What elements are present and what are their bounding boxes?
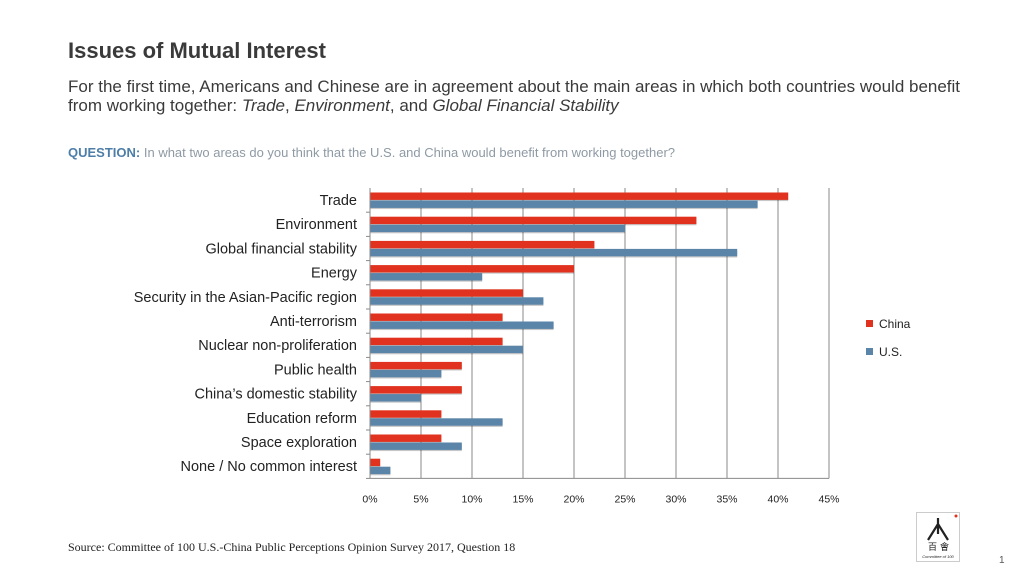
svg-text:Committee of 100: Committee of 100 xyxy=(922,554,954,559)
bar-chart: 0% 5% 10% 15% 20% 25% 30% 35% 40% 45% Trade Environ… xyxy=(134,188,911,505)
x-tick-label: 15% xyxy=(512,493,533,505)
svg-text:百: 百 xyxy=(928,542,937,552)
category-label: Security in the Asian-Pacific region xyxy=(134,290,357,306)
bar-us xyxy=(370,394,421,402)
x-tick-label: 40% xyxy=(767,493,788,505)
x-tick-label: 5% xyxy=(413,493,428,505)
source-note: Source: Committee of 100 U.S.-China Publ… xyxy=(68,540,516,554)
x-tick-label: 30% xyxy=(665,493,686,505)
bar-us xyxy=(370,273,483,281)
bar-us xyxy=(370,248,738,257)
legend-swatch-us xyxy=(866,348,873,355)
category-label: China’s domestic stability xyxy=(194,387,357,403)
legend-swatch-china xyxy=(866,320,873,327)
category-label: None / No common interest xyxy=(181,459,358,475)
bar-china xyxy=(370,289,523,297)
legend-label: U.S. xyxy=(879,345,902,359)
category-label: Space exploration xyxy=(241,435,357,451)
category-label: Energy xyxy=(311,266,358,282)
bar-us xyxy=(370,466,391,475)
category-label: Public health xyxy=(274,362,357,378)
question: QUESTION: In what two areas do you think… xyxy=(68,145,675,160)
bar-china xyxy=(370,434,442,442)
legend-label: China xyxy=(879,317,911,331)
page-subtitle: For the first time, Americans and Chines… xyxy=(68,77,988,115)
bar-china xyxy=(370,216,697,225)
subtitle-text: For the first time, Americans and Chines… xyxy=(68,77,961,115)
bar-china xyxy=(370,265,574,273)
bar-us xyxy=(370,418,503,426)
subtitle-separator: , and xyxy=(389,96,433,115)
bar-china xyxy=(370,386,462,394)
category-label: Global financial stability xyxy=(205,241,357,257)
question-label: QUESTION: xyxy=(68,145,141,160)
bar-us xyxy=(370,345,523,354)
bar-china xyxy=(370,240,595,249)
category-label: Trade xyxy=(320,193,357,209)
bar-china xyxy=(370,361,462,370)
page-title: Issues of Mutual Interest xyxy=(68,38,326,63)
subtitle-separator: , xyxy=(285,96,295,115)
x-tick-label: 35% xyxy=(716,493,737,505)
x-tick-label: 10% xyxy=(461,493,482,505)
category-label: Nuclear non-proliferation xyxy=(198,338,357,354)
committee-of-100-logo: 百 會 Committee of 100 xyxy=(916,512,960,562)
svg-text:會: 會 xyxy=(940,541,949,552)
bar-us xyxy=(370,442,462,450)
bar-china xyxy=(370,410,442,418)
category-label: Education reform xyxy=(247,411,357,427)
page-number: 1 xyxy=(999,555,1005,566)
subtitle-environment: Environment xyxy=(294,96,390,115)
x-tick-label: 25% xyxy=(614,493,635,505)
bar-china xyxy=(370,337,503,346)
bar-china xyxy=(370,458,381,467)
category-label: Anti-terrorism xyxy=(270,314,357,330)
bar-china xyxy=(370,192,789,200)
x-tick-label: 0% xyxy=(362,493,377,505)
bar-us xyxy=(370,369,442,378)
subtitle-trade: Trade xyxy=(241,96,286,115)
x-tick-label: 45% xyxy=(818,493,839,505)
category-label: Environment xyxy=(276,217,357,233)
bar-china xyxy=(370,313,503,321)
bar-us xyxy=(370,297,544,305)
question-text: In what two areas do you think that the … xyxy=(143,145,675,160)
x-tick-label: 20% xyxy=(563,493,584,505)
bar-us xyxy=(370,224,625,233)
bar-us xyxy=(370,321,554,329)
bar-us xyxy=(370,200,758,208)
subtitle-global-financial-stability: Global Financial Stability xyxy=(432,96,619,115)
